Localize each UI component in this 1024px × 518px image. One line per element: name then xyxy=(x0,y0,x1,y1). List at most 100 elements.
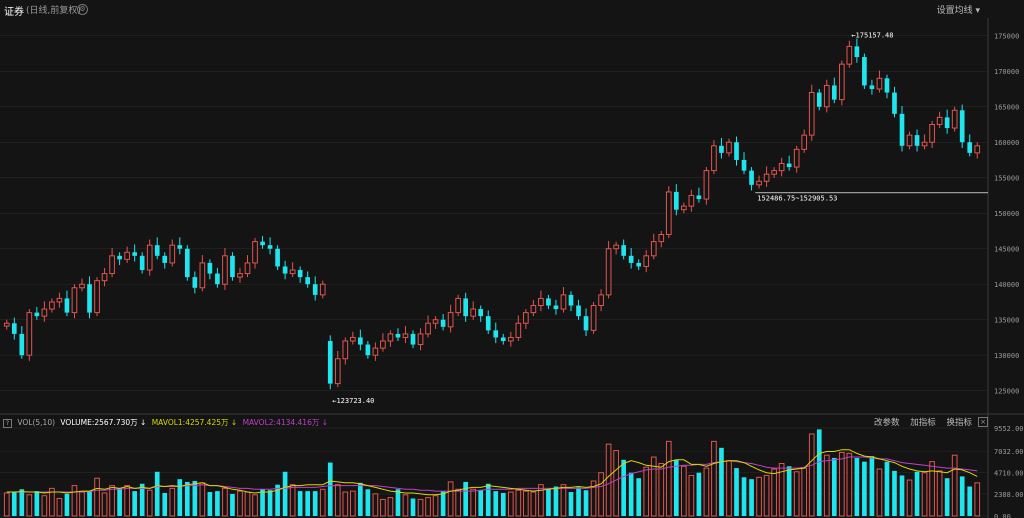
candle-body xyxy=(854,46,860,58)
candle-body xyxy=(538,297,544,307)
candle-body xyxy=(741,159,747,171)
volume-bar xyxy=(124,485,130,517)
candle-body xyxy=(87,284,92,313)
candle-body xyxy=(101,273,108,282)
candlestick-series xyxy=(3,38,981,390)
volume-bar xyxy=(455,488,461,517)
volume-bar xyxy=(560,484,567,517)
price-tick-label: 135000 xyxy=(994,317,1019,325)
volume-bar xyxy=(703,467,710,517)
mavol2-value: MAVOL2:4134.416万 ↓ xyxy=(242,418,329,427)
volume-bar xyxy=(621,459,626,516)
candle-body xyxy=(583,316,589,331)
volume-bar xyxy=(613,450,619,517)
candle-body xyxy=(260,241,265,246)
volume-bar xyxy=(117,488,122,516)
price-tick-label: 130000 xyxy=(994,352,1019,360)
add-indicator-button[interactable]: 加指标 xyxy=(910,418,936,428)
candle-body xyxy=(169,244,176,264)
volume-axis: 9552.00 7032.00 4710.00 2388.00 0.00 xyxy=(994,425,1024,518)
volume-bar xyxy=(884,461,890,516)
volume-bar xyxy=(899,475,905,516)
volume-bar xyxy=(793,471,800,517)
volume-bar xyxy=(432,495,439,517)
volume-bar xyxy=(11,492,17,516)
volume-bar xyxy=(64,493,70,516)
volume-bar xyxy=(929,461,935,517)
candle-body xyxy=(252,241,258,264)
volume-bar xyxy=(643,466,650,517)
close-icon[interactable]: × xyxy=(978,417,988,427)
candle-body xyxy=(402,333,409,338)
volume-bar xyxy=(327,462,333,516)
volume-bar xyxy=(831,457,837,516)
volume-bar xyxy=(854,457,860,516)
candle-body xyxy=(282,266,288,274)
volume-bar xyxy=(94,477,100,517)
help-icon[interactable]: ? xyxy=(3,419,12,428)
volume-legend: ? VOL(5,10) VOLUME:2567.730万 ↓ MAVOL1:42… xyxy=(3,417,331,429)
candle-body xyxy=(711,145,717,172)
candle-body xyxy=(892,92,897,114)
volume-bar xyxy=(478,490,484,516)
candle-body xyxy=(132,252,137,256)
candle-body xyxy=(192,277,198,288)
candle-body xyxy=(425,322,431,335)
candle-body xyxy=(756,180,762,186)
candle-body xyxy=(643,255,650,267)
volume-bar xyxy=(523,490,529,517)
candle-body xyxy=(297,270,303,278)
volume-tick-label: 7032.00 xyxy=(994,448,1024,456)
candle-body xyxy=(349,336,356,342)
candle-body xyxy=(64,298,70,313)
volume-bar xyxy=(944,478,950,516)
candle-body xyxy=(470,308,477,317)
change-params-button[interactable]: 改参数 xyxy=(874,418,900,428)
volume-bar xyxy=(334,484,341,517)
candle-body xyxy=(417,333,424,346)
candle-body xyxy=(184,248,190,278)
ma-setting-button[interactable]: 设置均线 ▾ xyxy=(936,6,980,16)
volume-bar xyxy=(583,490,589,516)
volume-bar xyxy=(658,462,665,517)
candle-body xyxy=(763,173,770,182)
price-grid xyxy=(0,18,1024,518)
candle-body xyxy=(79,283,85,289)
candle-body xyxy=(914,135,920,146)
volume-bar xyxy=(838,451,845,517)
candle-body xyxy=(921,141,928,147)
candle-body xyxy=(636,262,642,267)
candle-body xyxy=(808,92,815,136)
volume-bar xyxy=(402,494,409,517)
header-bar: 证券 (日线,前复权) ⚙ 设置均线 ▾ xyxy=(0,0,1024,18)
candle-body xyxy=(560,294,567,310)
volume-bar xyxy=(576,487,581,516)
candle-body xyxy=(801,134,808,150)
vol-indicator-name: VOL(5,10) xyxy=(17,418,56,427)
candle-body xyxy=(19,333,25,356)
switch-indicator-button[interactable]: 换指标 xyxy=(946,418,972,428)
volume-bar xyxy=(395,489,401,516)
price-tick-label: 155000 xyxy=(994,175,1019,183)
price-tick-label: 125000 xyxy=(994,388,1019,396)
candle-body xyxy=(546,298,551,306)
candle-body xyxy=(936,116,943,125)
price-tick-label: 150000 xyxy=(994,210,1019,218)
candle-body xyxy=(334,358,341,385)
volume-bar xyxy=(636,478,642,516)
candle-body xyxy=(568,294,574,306)
candle-body xyxy=(432,319,439,324)
volume-bar-series xyxy=(3,429,981,517)
candle-body xyxy=(463,298,469,317)
volume-bar xyxy=(485,483,491,516)
candle-body xyxy=(688,194,695,207)
candle-body xyxy=(719,145,724,153)
candle-body xyxy=(959,110,965,143)
volume-bar xyxy=(906,479,913,517)
volume-bar xyxy=(87,491,92,516)
candle-body xyxy=(605,248,612,296)
volume-bar xyxy=(921,472,928,517)
gear-icon[interactable]: ⚙ xyxy=(77,4,88,15)
volume-bar xyxy=(342,491,349,517)
volume-bar xyxy=(358,482,363,516)
